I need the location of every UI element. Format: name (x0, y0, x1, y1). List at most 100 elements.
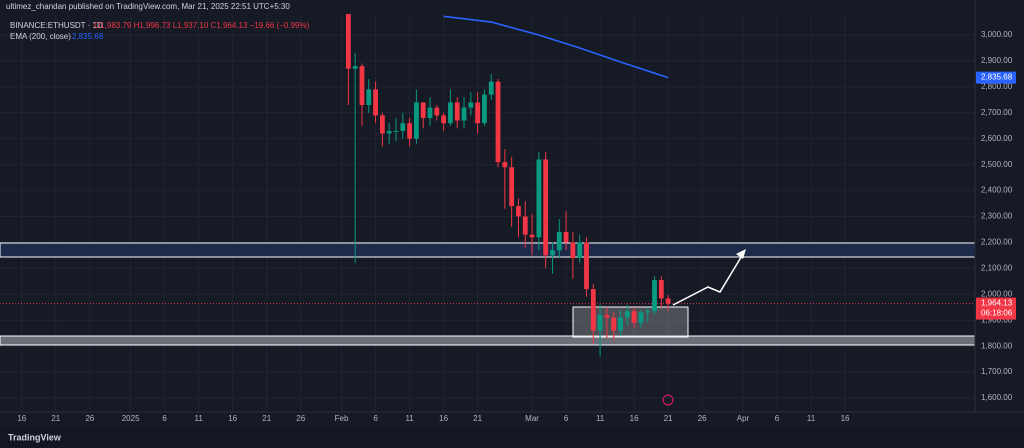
y-tick-label: 2,300.00 (981, 212, 1013, 221)
x-tick-label: 16 (841, 414, 850, 423)
x-tick-label: 11 (596, 414, 605, 423)
y-tick-label: 2,900.00 (981, 56, 1013, 65)
x-tick-label: 26 (698, 414, 707, 423)
candle-body (624, 311, 630, 318)
ema-tag-label: 2,835.68 (981, 73, 1013, 82)
x-tick-label: 21 (262, 414, 271, 423)
candle-body (509, 167, 515, 207)
candle-body (441, 115, 447, 124)
ema-value: 2,835.68 (72, 32, 104, 41)
support-zone (0, 335, 975, 346)
candle-body (420, 102, 426, 118)
x-tick-label: 6 (775, 414, 780, 423)
candle-body (502, 162, 508, 168)
x-tick-label: 21 (473, 414, 482, 423)
candle-body (413, 102, 419, 139)
consolidation-box (572, 306, 689, 338)
x-tick-label: 21 (51, 414, 60, 423)
candle-body (543, 159, 549, 256)
candle-body (379, 115, 385, 134)
y-tick-label: 1,800.00 (981, 341, 1013, 350)
candle-body (488, 81, 494, 95)
candle-body (611, 317, 617, 331)
x-tick-label: Apr (737, 414, 750, 423)
candle-body (665, 298, 671, 304)
candle-body (352, 66, 358, 69)
y-tick-label: 2,400.00 (981, 186, 1013, 195)
y-tick-label: 1,600.00 (981, 393, 1013, 402)
candle-body (556, 232, 562, 251)
candle-body (570, 242, 576, 258)
plot (0, 14, 975, 357)
y-tick-label: 3,000.00 (981, 30, 1013, 39)
marks (345, 14, 671, 357)
price-tag-label: 1,964.13 (981, 299, 1013, 308)
candle-body (393, 130, 399, 132)
candle-body (638, 312, 644, 323)
ema-name: EMA (200, close) (10, 32, 71, 41)
y-tick-label: 2,000.00 (981, 289, 1013, 298)
event-icon (662, 394, 674, 406)
candle-body (658, 280, 664, 299)
y-tick-label: 1,700.00 (981, 367, 1013, 376)
candle-body (461, 107, 467, 121)
y-tick-label: 2,100.00 (981, 263, 1013, 272)
arrow-head (736, 249, 746, 259)
ema-line (443, 15, 669, 79)
candle-body (604, 315, 610, 318)
x-tick-label: 11 (195, 414, 204, 423)
y-tick-label: 2,600.00 (981, 134, 1013, 143)
symbol: BINANCE:ETHUSDT · 1D (10, 21, 103, 30)
x-tick-label: 21 (664, 414, 673, 423)
ema-tag (976, 71, 1016, 84)
candle-body (475, 102, 481, 124)
publisher: ultimez_chandan published on TradingView… (6, 2, 290, 11)
x-tick-label: Mar (525, 414, 539, 423)
x-tick-label: 26 (85, 414, 94, 423)
candle-body (366, 89, 372, 106)
y-tick-label: 2,200.00 (981, 238, 1013, 247)
candle-body (577, 242, 583, 258)
x-tick-label: 11 (807, 414, 816, 423)
candle-body (400, 123, 406, 131)
candle-body (482, 94, 487, 124)
candle-body (584, 242, 589, 290)
candle-body (590, 289, 596, 331)
candle-body (407, 123, 412, 139)
grid (0, 14, 975, 412)
candle-body (550, 250, 555, 256)
x-tick-label: 6 (564, 414, 569, 423)
candle-body (522, 216, 528, 235)
candle-body (427, 107, 433, 118)
candle-body (434, 107, 440, 116)
projection-arrow (672, 253, 744, 306)
x-tick-label: 11 (405, 414, 414, 423)
candle-body (631, 311, 637, 323)
y-tick-label: 2,500.00 (981, 160, 1013, 169)
candle-body (345, 14, 351, 69)
x-tick-label: 16 (630, 414, 639, 423)
countdown: 06:18:06 (981, 309, 1013, 318)
x-tick-label: 2025 (122, 414, 140, 423)
candle-body (468, 102, 474, 108)
x-tick-label: 6 (373, 414, 378, 423)
candle-body (645, 311, 651, 313)
x-tick-label: Feb (335, 414, 349, 423)
candle-body (448, 102, 453, 124)
footer-bar (0, 428, 1024, 448)
x-tick-label: 26 (296, 414, 305, 423)
brand: TradingView (8, 432, 62, 442)
candle-body (652, 280, 657, 312)
candle-body (373, 89, 378, 116)
x-tick-label: 16 (228, 414, 237, 423)
candle-body (536, 159, 542, 238)
candle-body (563, 232, 569, 243)
price-tag (976, 297, 1016, 320)
ohlc: O1,983.79 H1,996.73 L1,937.10 C1,964.13 … (94, 21, 310, 30)
x-tick-label: 16 (439, 414, 448, 423)
candle-body (529, 234, 535, 238)
x-tick-label: 6 (162, 414, 167, 423)
candle-body (516, 206, 521, 217)
candle-body (618, 317, 623, 331)
